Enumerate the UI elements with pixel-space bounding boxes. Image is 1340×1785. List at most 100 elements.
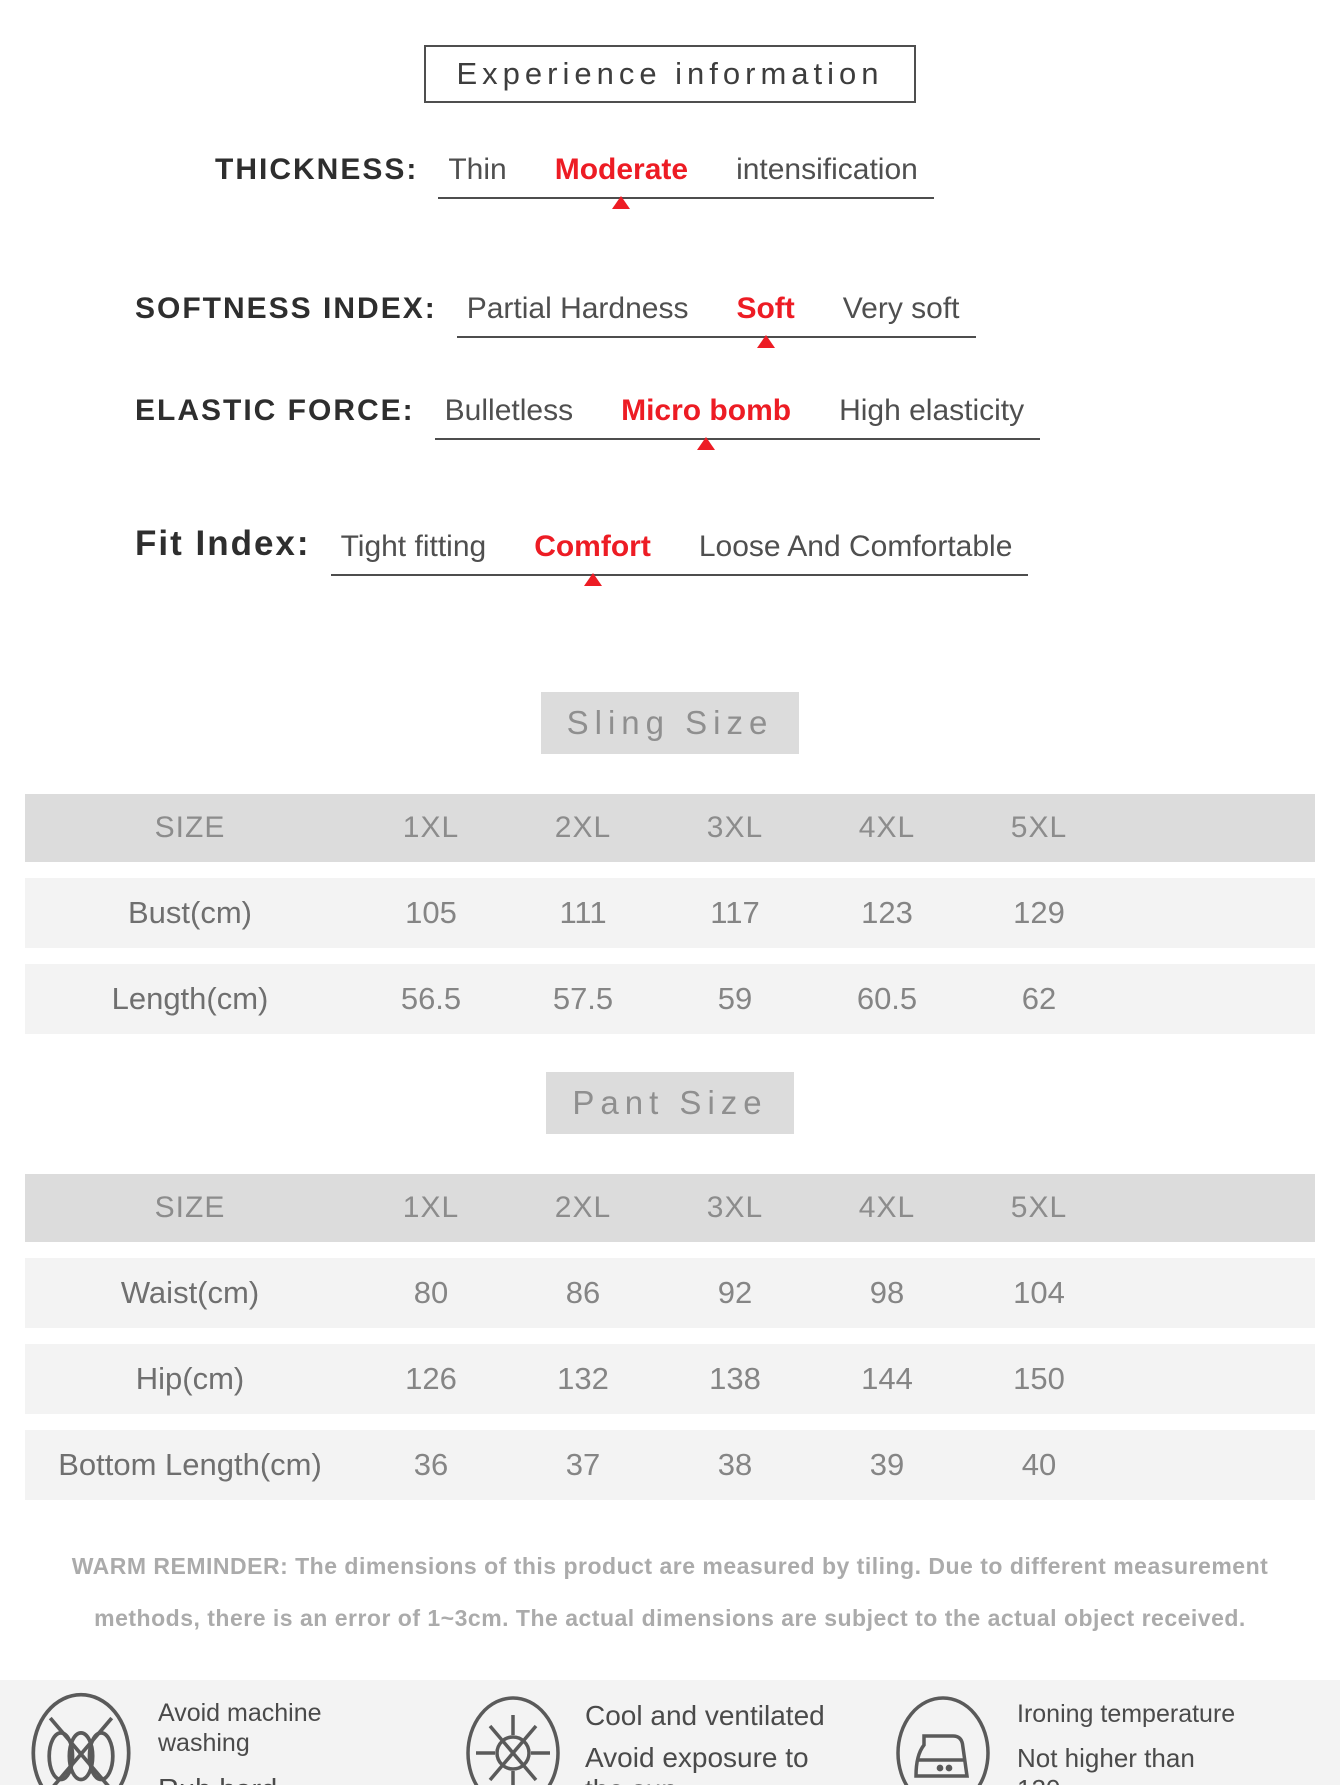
selected-marker-icon (756, 335, 775, 348)
cell-value: 80 (413, 1275, 449, 1310)
thickness-options: Thin Moderate intensification (438, 153, 934, 209)
cell-value: 111 (559, 895, 607, 930)
column-header: 4XL (858, 811, 916, 844)
cell-value: 92 (717, 1275, 753, 1310)
thickness-option-moderate: Moderate (555, 153, 688, 209)
table-row-bust: Bust(cm) 105 111 117 123 129 (25, 878, 1315, 948)
cell-value: 62 (1021, 981, 1057, 1016)
care-line: Not higher than 120. (1017, 1743, 1195, 1785)
cell-value: 86 (565, 1275, 601, 1310)
no-machine-wash-icon (31, 1692, 131, 1785)
column-header: SIZE (154, 811, 226, 844)
elastic-option-bulletless: Bulletless (444, 394, 574, 427)
iron-icon (896, 1695, 990, 1785)
cell-value: 56.5 (400, 981, 462, 1016)
column-header: SIZE (154, 1191, 226, 1224)
care-texts: Ironing temperature Not higher than 120. (1017, 1700, 1252, 1785)
softness-options: Partial Hardness Soft Very soft (456, 292, 976, 348)
column-header: 1XL (402, 811, 460, 844)
elastic-force-options: Bulletless Micro bomb High elasticity (434, 394, 1041, 450)
fit-index-options: Tight fitting Comfort Loose And Comforta… (330, 530, 1029, 586)
cell-value: 123 (861, 895, 913, 930)
softness-option-very-soft: Very soft (842, 292, 960, 325)
no-sun-exposure-icon (466, 1695, 560, 1785)
thickness-label: THICKNESS: (215, 153, 419, 186)
selected-marker-icon (583, 573, 602, 586)
cell-value: 150 (1013, 1361, 1065, 1396)
care-texts: Cool and ventilated Avoid exposure to th… (585, 1700, 840, 1785)
page-title-text: Experience information (456, 56, 884, 91)
softness-option-partial-hardness: Partial Hardness (466, 292, 689, 325)
selected-marker-icon (612, 196, 631, 209)
care-texts: Avoid machine washing Rub hard (158, 1698, 378, 1785)
thickness-option-intensification: intensification (736, 153, 918, 186)
sling-table-header-row: SIZE 1XL 2XL 3XL 4XL 5XL (25, 794, 1315, 862)
row-label: Length(cm) (111, 981, 269, 1016)
row-label: Hip(cm) (135, 1361, 245, 1396)
cell-value: 105 (405, 895, 457, 930)
row-label: Bust(cm) (128, 895, 252, 930)
column-header: 5XL (1010, 1191, 1068, 1224)
cell-value: 37 (565, 1447, 601, 1482)
care-line: Avoid exposure to the sun (585, 1741, 809, 1785)
fit-option-loose: Loose And Comfortable (698, 530, 1013, 563)
thickness-option-thin: Thin (448, 153, 507, 186)
warm-reminder-label: WARM REMINDER: (71, 1553, 289, 1579)
care-instructions: Avoid machine washing Rub hard Cool and … (0, 1680, 1340, 1785)
selected-marker-icon (697, 437, 716, 450)
column-header: 4XL (858, 1191, 916, 1224)
cell-value: 132 (557, 1361, 609, 1396)
page-title: Experience information (424, 45, 916, 103)
column-header: 1XL (402, 1191, 460, 1224)
cell-value: 59 (717, 981, 753, 1016)
table-row-hip: Hip(cm) 126 132 138 144 150 (25, 1344, 1315, 1414)
spec-row-softness: SOFTNESS INDEX: Partial Hardness Soft Ve… (135, 292, 1340, 348)
table-row-waist: Waist(cm) 80 86 92 98 104 (25, 1258, 1315, 1328)
sling-size-heading: Sling Size (540, 692, 800, 754)
spec-row-fit-index: Fit Index: Tight fitting Comfort Loose A… (135, 524, 1340, 586)
row-label: Bottom Length(cm) (58, 1447, 322, 1482)
pant-size-heading: Pant Size (546, 1072, 794, 1134)
cell-value: 98 (869, 1275, 905, 1310)
table-row-length: Length(cm) 56.5 57.5 59 60.5 62 (25, 964, 1315, 1034)
column-header: 3XL (706, 811, 764, 844)
spec-row-elastic-force: ELASTIC FORCE: Bulletless Micro bomb Hig… (135, 394, 1340, 450)
cell-value: 138 (709, 1361, 761, 1396)
table-row-bottom-length: Bottom Length(cm) 36 37 38 39 40 (25, 1430, 1315, 1500)
fit-option-comfort: Comfort (534, 530, 651, 586)
cell-value: 129 (1013, 895, 1065, 930)
softness-label: SOFTNESS INDEX: (135, 292, 437, 325)
warm-reminder-text: The dimensions of this product are measu… (94, 1553, 1269, 1631)
care-group-ironing: Ironing temperature Not higher than 120. (893, 1692, 1252, 1785)
care-line: Rub hard (158, 1774, 378, 1785)
cell-value: 144 (861, 1361, 913, 1396)
warm-reminder: WARM REMINDER: The dimensions of this pr… (45, 1540, 1295, 1644)
column-header: 3XL (706, 1191, 764, 1224)
care-group-sun: Cool and ventilated Avoid exposure to th… (463, 1692, 893, 1785)
cell-value: 57.5 (552, 981, 614, 1016)
cell-value: 60.5 (856, 981, 918, 1016)
elastic-option-micro-bomb: Micro bomb (621, 394, 791, 450)
elastic-force-label: ELASTIC FORCE: (135, 394, 415, 427)
cell-value: 126 (405, 1361, 457, 1396)
pant-size-table: SIZE 1XL 2XL 3XL 4XL 5XL Waist(cm) 80 86… (25, 1174, 1315, 1500)
row-label: Waist(cm) (120, 1275, 260, 1310)
care-line: Ironing temperature (1017, 1700, 1236, 1728)
care-line: Avoid machine washing (158, 1699, 322, 1757)
pant-table-header-row: SIZE 1XL 2XL 3XL 4XL 5XL (25, 1174, 1315, 1242)
fit-index-label: Fit Index: (135, 524, 311, 563)
column-header: 2XL (554, 1191, 612, 1224)
column-header: 2XL (554, 811, 612, 844)
spec-list: THICKNESS: Thin Moderate intensification… (0, 153, 1340, 586)
cell-value: 38 (717, 1447, 753, 1482)
sling-size-table: SIZE 1XL 2XL 3XL 4XL 5XL Bust(cm) 105 11… (25, 794, 1315, 1034)
column-header: 5XL (1010, 811, 1068, 844)
spec-row-thickness: THICKNESS: Thin Moderate intensification (215, 153, 1340, 209)
fit-option-tight-fitting: Tight fitting (340, 530, 487, 563)
care-group-washing: Avoid machine washing Rub hard (28, 1689, 463, 1785)
elastic-option-high-elasticity: High elasticity (839, 394, 1025, 427)
cell-value: 117 (710, 895, 760, 930)
cell-value: 104 (1013, 1275, 1065, 1310)
cell-value: 39 (869, 1447, 905, 1482)
care-line: Cool and ventilated (585, 1699, 825, 1731)
